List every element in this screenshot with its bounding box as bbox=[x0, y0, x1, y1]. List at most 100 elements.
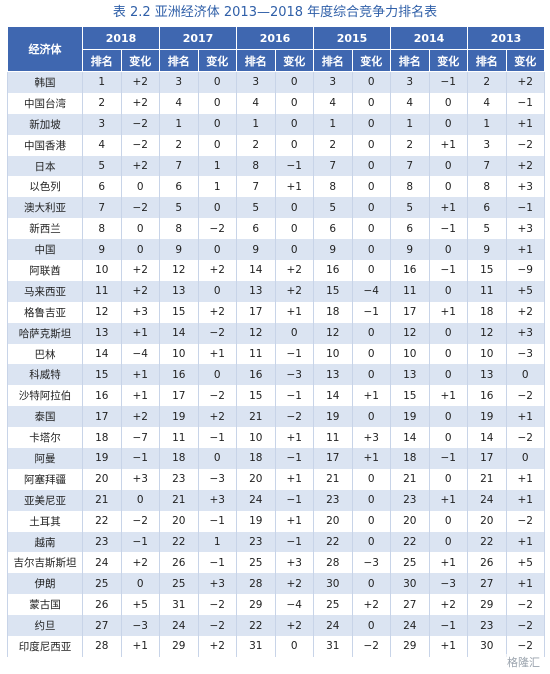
change-cell: 0 bbox=[351, 176, 391, 198]
year-header: 2015 bbox=[313, 26, 391, 50]
change-cell: 0 bbox=[274, 636, 314, 657]
change-cell: +2 bbox=[274, 615, 314, 637]
change-cell: 0 bbox=[197, 448, 237, 469]
change-cell: 0 bbox=[120, 218, 160, 240]
rank-cell: 18 bbox=[390, 448, 430, 469]
rank-cell: 26 bbox=[159, 552, 199, 574]
table-row: 土耳其 22 −2 20 −1 19 +1 20 0 20 0 20 −2 bbox=[7, 510, 545, 532]
change-cell: 0 bbox=[428, 239, 468, 261]
table-row: 新西兰 8 0 8 −2 6 0 6 0 6 −1 5 +3 bbox=[7, 218, 545, 240]
country-name: 科威特 bbox=[7, 364, 83, 386]
rank-cell: 10 bbox=[236, 427, 276, 449]
table-row: 新加坡 3 −2 1 0 1 0 1 0 1 0 1 +1 bbox=[7, 113, 545, 135]
rank-cell: 16 bbox=[159, 364, 199, 386]
country-name: 澳大利亚 bbox=[7, 197, 83, 219]
rank-cell: 14 bbox=[236, 260, 276, 281]
rank-cell: 25 bbox=[313, 594, 353, 616]
change-cell: 0 bbox=[351, 406, 391, 428]
rank-cell: 21 bbox=[159, 489, 199, 511]
change-cell: −3 bbox=[120, 615, 160, 637]
rank-cell: 5 bbox=[159, 197, 199, 219]
change-cell: −2 bbox=[120, 197, 160, 219]
change-cell: 0 bbox=[505, 364, 545, 386]
table-row: 沙特阿拉伯 16 +1 17 −2 15 −1 14 +1 15 +1 16 −2 bbox=[7, 385, 545, 407]
rank-header: 排名 bbox=[467, 49, 507, 72]
rank-cell: 16 bbox=[82, 385, 122, 407]
rank-cell: 31 bbox=[159, 594, 199, 616]
change-cell: +3 bbox=[505, 322, 545, 344]
change-cell: 0 bbox=[274, 134, 314, 156]
rank-cell: 6 bbox=[82, 176, 122, 198]
table-row: 中国台湾 2 +2 4 0 4 0 4 0 4 0 4 −1 bbox=[7, 92, 545, 114]
table-row: 巴林 14 −4 10 +1 11 −1 10 0 10 0 10 −3 bbox=[7, 343, 545, 365]
rank-cell: 19 bbox=[82, 448, 122, 469]
change-cell: +1 bbox=[428, 385, 468, 407]
change-cell: −2 bbox=[505, 636, 545, 657]
rank-cell: 5 bbox=[467, 218, 507, 240]
rank-cell: 19 bbox=[159, 406, 199, 428]
table-row: 伊朗 25 0 25 +3 28 +2 30 0 30 −3 27 +1 bbox=[7, 573, 545, 595]
watermark: 格隆汇 bbox=[505, 654, 542, 670]
change-cell: +3 bbox=[505, 176, 545, 198]
rank-cell: 22 bbox=[313, 531, 353, 553]
rank-cell: 28 bbox=[236, 573, 276, 595]
change-cell: 0 bbox=[120, 239, 160, 261]
rank-cell: 20 bbox=[313, 510, 353, 532]
change-header: 变化 bbox=[428, 49, 468, 72]
rank-cell: 3 bbox=[390, 71, 430, 93]
change-cell: +3 bbox=[120, 301, 160, 323]
table-row: 马来西亚 11 +2 13 0 13 +2 15 −4 11 0 11 +5 bbox=[7, 280, 545, 302]
country-name: 中国台湾 bbox=[7, 92, 83, 114]
table-row: 哈萨克斯坦 13 +1 14 −2 12 0 12 0 12 0 12 +3 bbox=[7, 322, 545, 344]
change-header: 变化 bbox=[505, 49, 545, 72]
change-cell: −1 bbox=[197, 510, 237, 532]
rank-cell: 14 bbox=[159, 322, 199, 344]
rank-cell: 2 bbox=[390, 134, 430, 156]
table-row: 韩国 1 +2 3 0 3 0 3 0 3 −1 2 +2 bbox=[7, 71, 545, 93]
change-cell: 1 bbox=[197, 531, 237, 553]
change-cell: 0 bbox=[197, 134, 237, 156]
country-name: 阿塞拜疆 bbox=[7, 468, 83, 490]
change-cell: +2 bbox=[505, 155, 545, 177]
rank-cell: 5 bbox=[82, 155, 122, 177]
rank-cell: 17 bbox=[236, 301, 276, 323]
rank-cell: 8 bbox=[313, 176, 353, 198]
country-name: 日本 bbox=[7, 155, 83, 177]
change-cell: −1 bbox=[351, 301, 391, 323]
change-cell: −2 bbox=[351, 636, 391, 657]
rank-cell: 8 bbox=[82, 218, 122, 240]
table-row: 格鲁吉亚 12 +3 15 +2 17 +1 18 −1 17 +1 18 +2 bbox=[7, 301, 545, 323]
rank-cell: 2 bbox=[313, 134, 353, 156]
rank-cell: 2 bbox=[236, 134, 276, 156]
rank-cell: 13 bbox=[313, 364, 353, 386]
rank-cell: 4 bbox=[236, 92, 276, 114]
country-name: 马来西亚 bbox=[7, 280, 83, 302]
rank-cell: 15 bbox=[390, 385, 430, 407]
table-row: 亚美尼亚 21 0 21 +3 24 −1 23 0 23 +1 24 +1 bbox=[7, 489, 545, 511]
rank-header: 排名 bbox=[236, 49, 276, 72]
rank-cell: 20 bbox=[467, 510, 507, 532]
rank-cell: 18 bbox=[236, 448, 276, 469]
rank-cell: 4 bbox=[313, 92, 353, 114]
change-cell: −1 bbox=[428, 615, 468, 637]
rank-cell: 25 bbox=[159, 573, 199, 595]
change-cell: −1 bbox=[120, 531, 160, 553]
table-row: 澳大利亚 7 −2 5 0 5 0 5 0 5 +1 6 −1 bbox=[7, 197, 545, 219]
rank-cell: 5 bbox=[390, 197, 430, 219]
change-cell: +3 bbox=[197, 489, 237, 511]
change-cell: −2 bbox=[197, 322, 237, 344]
change-cell: 0 bbox=[197, 197, 237, 219]
change-cell: 0 bbox=[428, 113, 468, 135]
change-cell: −2 bbox=[197, 615, 237, 637]
change-header: 变化 bbox=[120, 49, 160, 72]
change-cell: −1 bbox=[274, 385, 314, 407]
change-cell: +1 bbox=[505, 573, 545, 595]
rank-cell: 4 bbox=[467, 92, 507, 114]
change-cell: −1 bbox=[274, 343, 314, 365]
rank-cell: 9 bbox=[159, 239, 199, 261]
change-cell: +1 bbox=[351, 385, 391, 407]
change-cell: 0 bbox=[351, 260, 391, 281]
change-cell: −1 bbox=[274, 448, 314, 469]
change-cell: 0 bbox=[505, 448, 545, 469]
rank-cell: 13 bbox=[236, 280, 276, 302]
